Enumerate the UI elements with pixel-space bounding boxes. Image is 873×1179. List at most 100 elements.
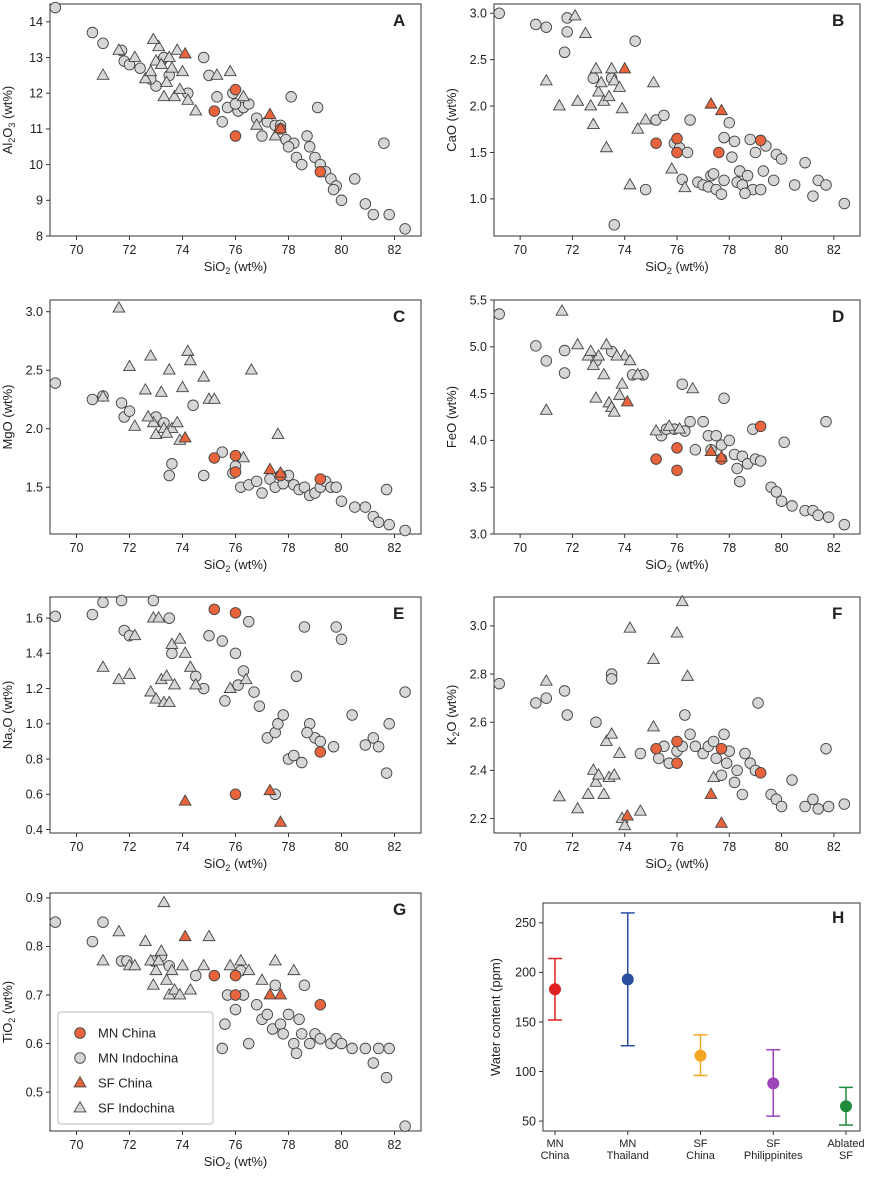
mn-indochina-point bbox=[587, 72, 600, 84]
mn-indochina-point bbox=[97, 37, 109, 50]
mn-indochina-point bbox=[807, 190, 819, 202]
y-tick-label: 2.0 bbox=[470, 99, 487, 113]
mn-indochina-point bbox=[715, 188, 728, 200]
y-tick-label: 0.8 bbox=[26, 940, 43, 954]
mn-indochina-point bbox=[49, 916, 62, 928]
sf-indochina-point bbox=[154, 57, 168, 70]
mn-indochina-point bbox=[219, 1018, 231, 1030]
sf-china-point bbox=[178, 794, 192, 806]
x-axis-label: SiO2​ (wt%) bbox=[204, 557, 268, 574]
sf-indochina-point bbox=[675, 594, 689, 607]
mn-indochina-point bbox=[335, 633, 348, 646]
mn-indochina-point bbox=[684, 728, 696, 741]
sf-indochina-point bbox=[96, 660, 110, 672]
mn-indochina-point bbox=[211, 91, 223, 103]
sf-indochina-point bbox=[599, 337, 614, 350]
mn-indochina-point bbox=[799, 156, 811, 169]
y-tick-label: 0.6 bbox=[26, 1037, 43, 1051]
mean-point bbox=[621, 973, 634, 986]
sf-indochina-point bbox=[112, 924, 126, 937]
x-tick-label: 72 bbox=[123, 1138, 137, 1152]
mn-indochina-point bbox=[203, 629, 215, 642]
x-tick-label: 70 bbox=[70, 840, 84, 854]
sf-indochina-point bbox=[589, 391, 603, 403]
mn-indochina-point bbox=[718, 174, 730, 187]
sf-indochina-point bbox=[552, 98, 566, 111]
mn-china-point bbox=[671, 464, 683, 477]
mn-indochina-point bbox=[189, 969, 202, 982]
x-tick-label: 78 bbox=[722, 840, 736, 854]
mn-indochina-point bbox=[372, 740, 385, 753]
mn-china-point bbox=[650, 137, 662, 149]
mn-indochina-point bbox=[558, 344, 571, 357]
mn-indochina-point bbox=[367, 208, 380, 221]
mn-indochina-point bbox=[367, 1057, 380, 1069]
mn-china-point bbox=[314, 746, 327, 758]
category-label: China bbox=[686, 1150, 716, 1162]
y-tick-label: 1.0 bbox=[26, 717, 43, 731]
sf-indochina-point bbox=[586, 117, 600, 129]
mn-indochina-point bbox=[778, 436, 790, 449]
mn-indochina-point bbox=[349, 501, 361, 513]
y-tick-label: 200 bbox=[515, 966, 536, 980]
mn-indochina-point bbox=[736, 788, 749, 801]
mn-indochina-point bbox=[399, 223, 411, 235]
mn-china-point bbox=[229, 466, 242, 478]
panel-b: 1.0 1.5 2.0 2.5 3.0 70 72 74 76 78 80 82 SiO2​ (wt%)… bbox=[444, 3, 861, 276]
x-tick-label: 70 bbox=[70, 541, 84, 555]
y-tick-label: 8 bbox=[36, 229, 43, 243]
plot-frame bbox=[493, 299, 861, 535]
sf-indochina-point bbox=[159, 426, 174, 438]
x-tick-label: 74 bbox=[176, 840, 190, 854]
category-label: Thailand bbox=[607, 1150, 649, 1162]
sf-indochina-point bbox=[96, 389, 110, 402]
sf-indochina-point bbox=[239, 672, 253, 685]
x-tick-label: 74 bbox=[176, 541, 190, 555]
sf-china-point bbox=[178, 929, 192, 942]
y-tick-label: 1.5 bbox=[470, 146, 487, 160]
x-tick-label: 78 bbox=[722, 243, 736, 257]
x-axis-label: SiO2​ (wt%) bbox=[204, 1154, 268, 1171]
sf-indochina-point bbox=[605, 61, 619, 74]
sf-indochina-point bbox=[223, 958, 237, 971]
sf-china-point bbox=[273, 465, 288, 478]
mn-china-point bbox=[208, 105, 221, 117]
y-tick-label: 13 bbox=[29, 51, 43, 65]
mn-indochina-point bbox=[372, 1042, 385, 1055]
mn-indochina-point bbox=[707, 168, 720, 180]
sf-indochina-point bbox=[138, 934, 153, 946]
mn-indochina-point bbox=[256, 487, 268, 499]
mn-indochina-point bbox=[838, 798, 851, 810]
mn-indochina-point bbox=[689, 444, 702, 456]
sf-indochina-point bbox=[152, 39, 166, 52]
mn-indochina-point bbox=[123, 405, 136, 417]
y-axis-label: Al2​O3​ (wt%) bbox=[0, 86, 17, 155]
sf-indochina-point bbox=[167, 677, 182, 690]
y-tick-label: 14 bbox=[29, 15, 43, 29]
x-tick-label: 80 bbox=[335, 840, 349, 854]
mn-indochina-point bbox=[838, 518, 851, 531]
sf-indochina-point bbox=[584, 344, 598, 356]
mn-indochina-point bbox=[530, 18, 542, 31]
legend-marker-mn-china bbox=[74, 1027, 86, 1039]
x-tick-label: 74 bbox=[176, 1138, 190, 1152]
mn-indochina-point bbox=[327, 183, 340, 196]
sf-indochina-point bbox=[173, 82, 187, 95]
legend-marker-sf-indochina bbox=[73, 1100, 87, 1113]
y-tick-label: 3.0 bbox=[470, 619, 487, 633]
sf-indochina-point bbox=[181, 344, 195, 356]
sf-indochina-point bbox=[149, 963, 163, 976]
mean-point bbox=[840, 1100, 852, 1113]
mn-indochina-point bbox=[652, 752, 665, 765]
mn-indochina-point bbox=[634, 747, 647, 760]
mn-indochina-point bbox=[744, 133, 756, 146]
legend-label-mn-indochina: MN Indochina bbox=[98, 1051, 179, 1066]
mn-indochina-point bbox=[822, 800, 835, 813]
y-tick-label: 1.5 bbox=[26, 481, 43, 495]
mn-indochina-point bbox=[242, 1037, 255, 1050]
sf-indochina-point bbox=[157, 89, 171, 102]
sf-indochina-point bbox=[197, 958, 211, 971]
mn-indochina-point bbox=[296, 756, 308, 769]
y-tick-label: 5.0 bbox=[470, 340, 487, 354]
sf-indochina-point bbox=[646, 719, 661, 732]
